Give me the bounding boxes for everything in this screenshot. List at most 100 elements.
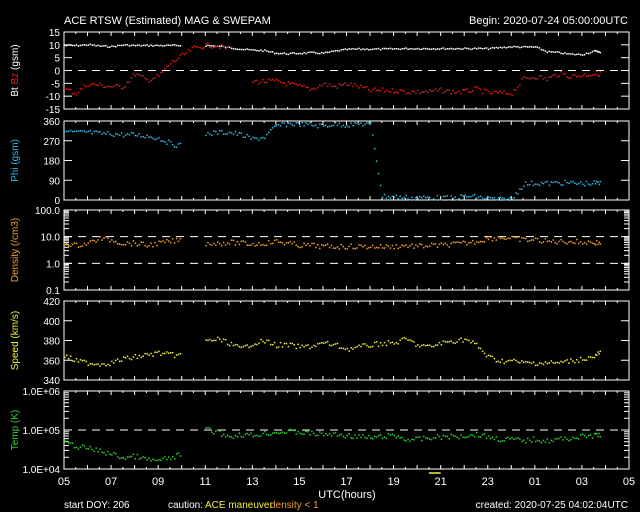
data-point	[364, 123, 366, 126]
data-point	[177, 45, 180, 47]
data-point	[350, 122, 352, 124]
data-point	[407, 91, 409, 94]
data-point	[415, 196, 417, 199]
data-point	[523, 439, 525, 442]
data-point	[175, 146, 178, 148]
data-point	[560, 71, 562, 73]
data-point	[277, 53, 280, 55]
data-point	[554, 362, 556, 364]
data-point	[205, 43, 207, 45]
data-point	[534, 46, 537, 48]
data-point	[107, 237, 109, 240]
data-point	[599, 435, 602, 438]
data-point	[330, 244, 333, 247]
data-point	[596, 239, 598, 242]
y-tick-label: -10	[46, 92, 61, 103]
data-point	[287, 53, 290, 56]
data-point	[530, 180, 533, 183]
y-label-part: Bz	[10, 73, 21, 85]
data-point	[156, 138, 158, 140]
data-point	[450, 93, 452, 95]
data-point	[434, 199, 437, 201]
data-point	[89, 240, 92, 242]
data-point	[409, 339, 411, 341]
data-point	[67, 358, 70, 360]
data-point	[583, 53, 586, 56]
data-point	[144, 136, 146, 139]
data-point	[65, 130, 68, 133]
data-point	[572, 436, 574, 439]
data-point	[107, 46, 109, 48]
data-point	[530, 362, 533, 365]
data-point	[395, 194, 398, 197]
data-point	[554, 438, 556, 440]
data-point	[389, 91, 392, 93]
data-point	[105, 236, 107, 238]
data-point	[432, 437, 435, 439]
data-point	[587, 356, 590, 358]
data-point	[370, 246, 372, 249]
data-point	[311, 242, 313, 245]
data-point	[403, 336, 405, 339]
data-point	[138, 133, 141, 135]
data-point	[111, 239, 113, 241]
data-point	[497, 236, 500, 238]
data-point	[93, 130, 95, 133]
data-point	[324, 82, 327, 85]
data-point	[305, 52, 307, 55]
data-point	[146, 458, 148, 461]
data-point	[222, 133, 225, 135]
data-point	[328, 433, 331, 435]
data-point	[521, 440, 523, 443]
data-point	[421, 196, 423, 199]
data-point	[423, 91, 425, 93]
data-point	[509, 93, 511, 95]
data-point	[387, 48, 390, 50]
data-point	[505, 47, 507, 49]
data-point	[177, 353, 180, 356]
data-point	[269, 51, 272, 53]
data-point	[166, 143, 168, 146]
data-point	[530, 441, 533, 443]
data-point	[77, 91, 80, 94]
data-point	[530, 46, 533, 48]
data-point	[401, 436, 403, 439]
data-point	[589, 356, 592, 358]
data-point	[470, 91, 472, 94]
data-point	[397, 48, 400, 50]
data-point	[356, 85, 358, 87]
data-point	[477, 241, 480, 244]
data-point	[315, 124, 317, 126]
data-point	[387, 90, 390, 93]
data-point	[352, 125, 354, 127]
data-point	[566, 53, 568, 55]
data-point	[138, 73, 141, 76]
y-tick-label: 0	[54, 196, 60, 207]
data-point	[391, 48, 394, 50]
data-point	[594, 243, 597, 246]
data-point	[464, 241, 466, 243]
data-point	[493, 47, 496, 49]
data-point	[336, 435, 339, 437]
data-point	[215, 46, 217, 48]
data-point	[128, 242, 131, 245]
data-point	[360, 48, 362, 51]
data-point	[132, 453, 135, 456]
data-point	[511, 359, 513, 362]
data-point	[95, 130, 97, 132]
data-point	[485, 355, 488, 358]
data-point	[493, 438, 496, 441]
data-point	[317, 52, 319, 55]
data-point	[328, 246, 331, 249]
data-point	[544, 50, 547, 52]
data-point	[109, 453, 111, 456]
data-point	[572, 180, 574, 183]
data-point	[366, 122, 368, 124]
data-point	[277, 432, 280, 435]
data-point	[73, 130, 76, 133]
data-point	[303, 84, 305, 87]
data-point	[352, 47, 354, 50]
data-point	[105, 44, 107, 47]
data-point	[291, 52, 294, 54]
data-point	[307, 430, 309, 433]
